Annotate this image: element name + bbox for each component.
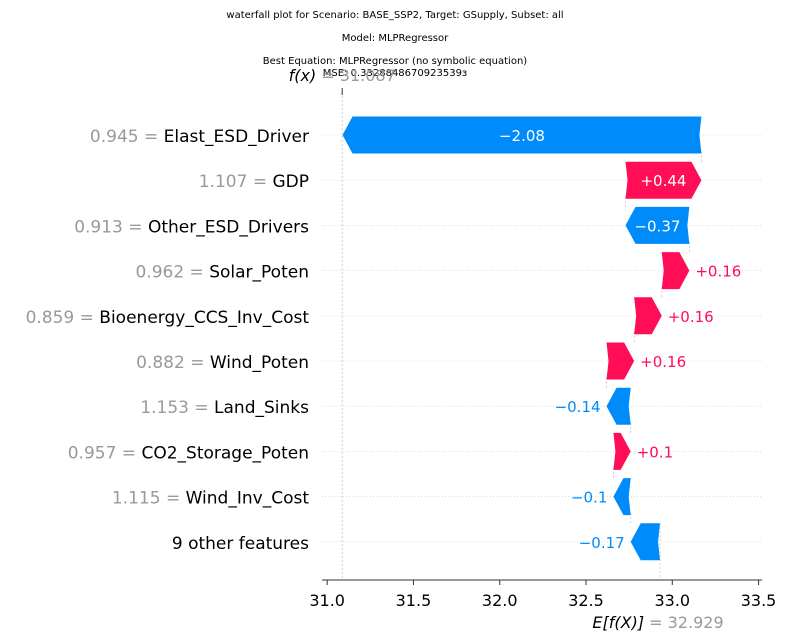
feature-value: 1.107 = <box>199 172 273 192</box>
feature-name: Wind_Poten <box>210 353 309 373</box>
feature-value: 0.962 = <box>135 263 209 283</box>
feature-label: 0.945 = Elast_ESD_Driver <box>90 127 309 147</box>
chart-title-line-1: waterfall plot for Scenario: BASE_SSP2, … <box>226 10 564 21</box>
fx-symbol: f(x) <box>289 66 317 85</box>
feature-value: 0.913 = <box>74 217 148 237</box>
fx-label: f(x) = 31.087 <box>289 66 396 85</box>
feature-label: 0.962 = Solar_Poten <box>135 263 309 283</box>
feature-value: 0.957 = <box>68 443 142 463</box>
feature-value: 0.859 = <box>26 308 100 328</box>
chart-title-line-4: MSE: 0.3328848670923539з <box>322 68 468 79</box>
x-axis-tick-label: 32.0 <box>482 591 518 610</box>
x-axis-tick-label: 33.0 <box>654 591 690 610</box>
waterfall-bar <box>625 161 702 199</box>
bar-value-label: −0.1 <box>571 489 607 507</box>
feature-value: 1.153 = <box>140 398 214 418</box>
bar-value-label: +0.44 <box>640 172 686 190</box>
waterfall-bar <box>342 116 702 154</box>
waterfall-bar <box>625 206 690 244</box>
bar-value-label: +0.16 <box>640 353 686 371</box>
bar-value-label: +0.1 <box>637 443 673 461</box>
feature-name: Wind_Inv_Cost <box>186 489 310 509</box>
feature-label: 0.882 = Wind_Poten <box>136 353 309 373</box>
feature-name: Other_ESD_Drivers <box>148 217 309 237</box>
waterfall-bar <box>613 432 631 470</box>
feature-value: 1.115 = <box>112 489 186 509</box>
waterfall-bar <box>606 387 631 425</box>
bar-value-label: −0.17 <box>579 534 625 552</box>
waterfall-bar <box>630 523 661 561</box>
feature-name: Solar_Poten <box>209 263 309 283</box>
feature-label: 0.957 = CO2_Storage_Poten <box>68 443 309 463</box>
bar-value-label: −0.14 <box>555 398 601 416</box>
feature-label: 9 other features <box>172 534 309 554</box>
feature-value: 0.945 = <box>90 127 164 147</box>
expected-value-number: = 32.929 <box>644 613 724 632</box>
feature-value: 0.882 = <box>136 353 210 373</box>
waterfall-bar <box>606 342 635 380</box>
bar-value-label: −2.08 <box>499 127 545 145</box>
feature-name: Elast_ESD_Driver <box>164 127 309 147</box>
x-axis-tick-label: 31.0 <box>309 591 345 610</box>
feature-name: 9 other features <box>172 534 309 554</box>
waterfall-bar <box>661 252 690 290</box>
feature-label: 0.859 = Bioenergy_CCS_Inv_Cost <box>26 308 310 328</box>
bar-value-label: −0.37 <box>634 217 680 235</box>
chart-title-line-2: Model: MLPRegressor <box>341 33 449 44</box>
feature-name: GDP <box>272 172 309 192</box>
expected-value-label: E[f(X)] = 32.929 <box>592 613 723 632</box>
feature-name: CO2_Storage_Poten <box>141 443 309 463</box>
feature-label: 0.913 = Other_ESD_Drivers <box>74 217 309 237</box>
feature-label: 1.115 = Wind_Inv_Cost <box>112 489 309 509</box>
x-axis-tick-label: 32.5 <box>568 591 604 610</box>
feature-label: 1.153 = Land_Sinks <box>140 398 309 418</box>
chart-title-line-3: Best Equation: MLPRegressor (no symbolic… <box>262 56 528 67</box>
feature-label: 1.107 = GDP <box>199 172 309 192</box>
waterfall-bar <box>634 297 662 335</box>
x-axis-tick-label: 33.5 <box>741 591 777 610</box>
bar-value-label: +0.16 <box>668 308 714 326</box>
fx-value: = 31.087 <box>316 66 396 85</box>
feature-name: Bioenergy_CCS_Inv_Cost <box>99 308 309 328</box>
waterfall-bar <box>613 478 631 516</box>
feature-name: Land_Sinks <box>214 398 309 418</box>
expected-value-symbol: E[f(X)] <box>592 613 644 632</box>
bar-value-label: +0.16 <box>695 263 741 281</box>
x-axis-tick-label: 31.5 <box>396 591 432 610</box>
